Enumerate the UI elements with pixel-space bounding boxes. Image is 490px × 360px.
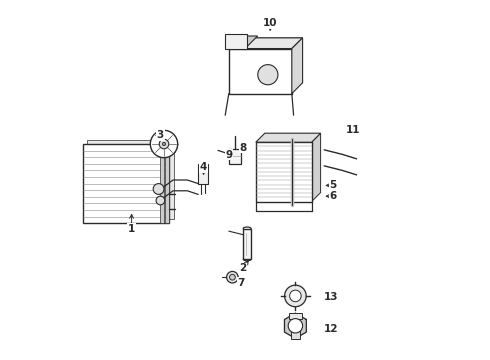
- Text: 9: 9: [225, 150, 232, 160]
- Polygon shape: [256, 133, 320, 142]
- Circle shape: [288, 319, 303, 333]
- Polygon shape: [225, 36, 258, 47]
- Circle shape: [150, 130, 178, 158]
- Polygon shape: [198, 164, 208, 184]
- Text: 10: 10: [263, 18, 277, 28]
- Circle shape: [229, 274, 235, 280]
- Circle shape: [258, 65, 278, 85]
- Circle shape: [153, 184, 164, 194]
- Polygon shape: [160, 144, 164, 223]
- Text: 3: 3: [157, 130, 164, 140]
- Polygon shape: [285, 313, 306, 338]
- Polygon shape: [292, 38, 303, 94]
- Polygon shape: [87, 140, 174, 219]
- Text: 1: 1: [128, 224, 135, 234]
- Circle shape: [162, 142, 166, 146]
- Polygon shape: [312, 133, 320, 202]
- Circle shape: [227, 271, 238, 283]
- Circle shape: [290, 290, 301, 302]
- Text: 2: 2: [240, 263, 247, 273]
- Text: 4: 4: [200, 162, 207, 172]
- Text: 11: 11: [346, 125, 360, 135]
- Polygon shape: [83, 144, 170, 223]
- Circle shape: [159, 139, 169, 149]
- Text: 5: 5: [330, 180, 337, 190]
- Circle shape: [156, 196, 165, 205]
- Text: 8: 8: [240, 143, 247, 153]
- Polygon shape: [289, 313, 302, 319]
- Polygon shape: [225, 34, 247, 49]
- Text: 12: 12: [324, 324, 339, 334]
- Polygon shape: [165, 144, 169, 223]
- Polygon shape: [229, 49, 292, 94]
- Polygon shape: [229, 149, 242, 164]
- Text: 7: 7: [238, 278, 245, 288]
- Polygon shape: [229, 38, 303, 49]
- Text: 6: 6: [330, 191, 337, 201]
- Polygon shape: [243, 229, 251, 259]
- Text: 13: 13: [324, 292, 339, 302]
- Circle shape: [285, 285, 306, 307]
- Polygon shape: [256, 142, 312, 202]
- Polygon shape: [291, 329, 300, 339]
